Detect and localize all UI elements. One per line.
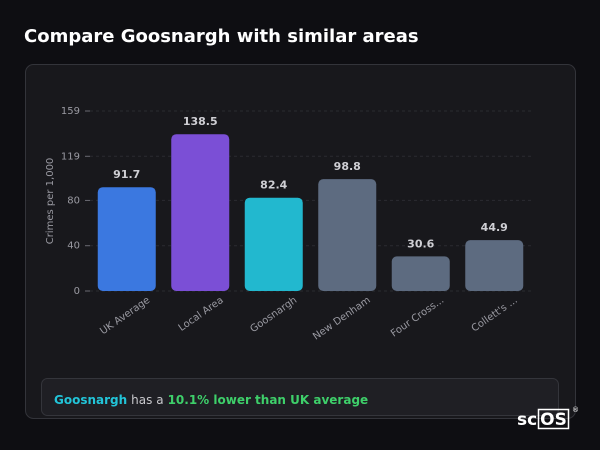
summary: Goosnargh has a 10.1% lower than UK averag… <box>54 393 368 407</box>
summary-text: has a <box>131 393 163 407</box>
data-label: 98.8 <box>334 160 361 173</box>
data-label: 138.5 <box>183 115 218 128</box>
bar <box>465 240 524 291</box>
summary-comparison: 10.1% lower than UK average <box>168 393 369 407</box>
logo-boxed: OS <box>540 410 567 430</box>
data-label: 91.7 <box>113 168 140 181</box>
y-axis-label: Crimes per 1,000 <box>45 158 56 245</box>
bar <box>171 134 230 291</box>
bar <box>97 187 156 291</box>
logo-prefix: sc <box>517 410 537 430</box>
data-label: 44.9 <box>481 221 508 234</box>
y-tick-label: 0 <box>74 286 80 297</box>
logo-mark: ® <box>572 406 579 414</box>
bar <box>391 256 450 291</box>
y-tick-label: 159 <box>61 106 80 117</box>
bar <box>244 197 303 291</box>
y-tick-label: 40 <box>67 241 80 252</box>
chart-title: Compare Goosnargh with similar areas <box>24 26 419 47</box>
summary-area: Goosnargh <box>54 393 127 407</box>
data-label: 82.4 <box>260 179 287 192</box>
logo-box <box>537 408 570 430</box>
data-label: 30.6 <box>407 237 434 250</box>
summary-box <box>41 378 559 416</box>
y-tick-label: 80 <box>67 195 80 206</box>
y-tick-label: 119 <box>61 151 80 162</box>
bar <box>318 179 377 291</box>
